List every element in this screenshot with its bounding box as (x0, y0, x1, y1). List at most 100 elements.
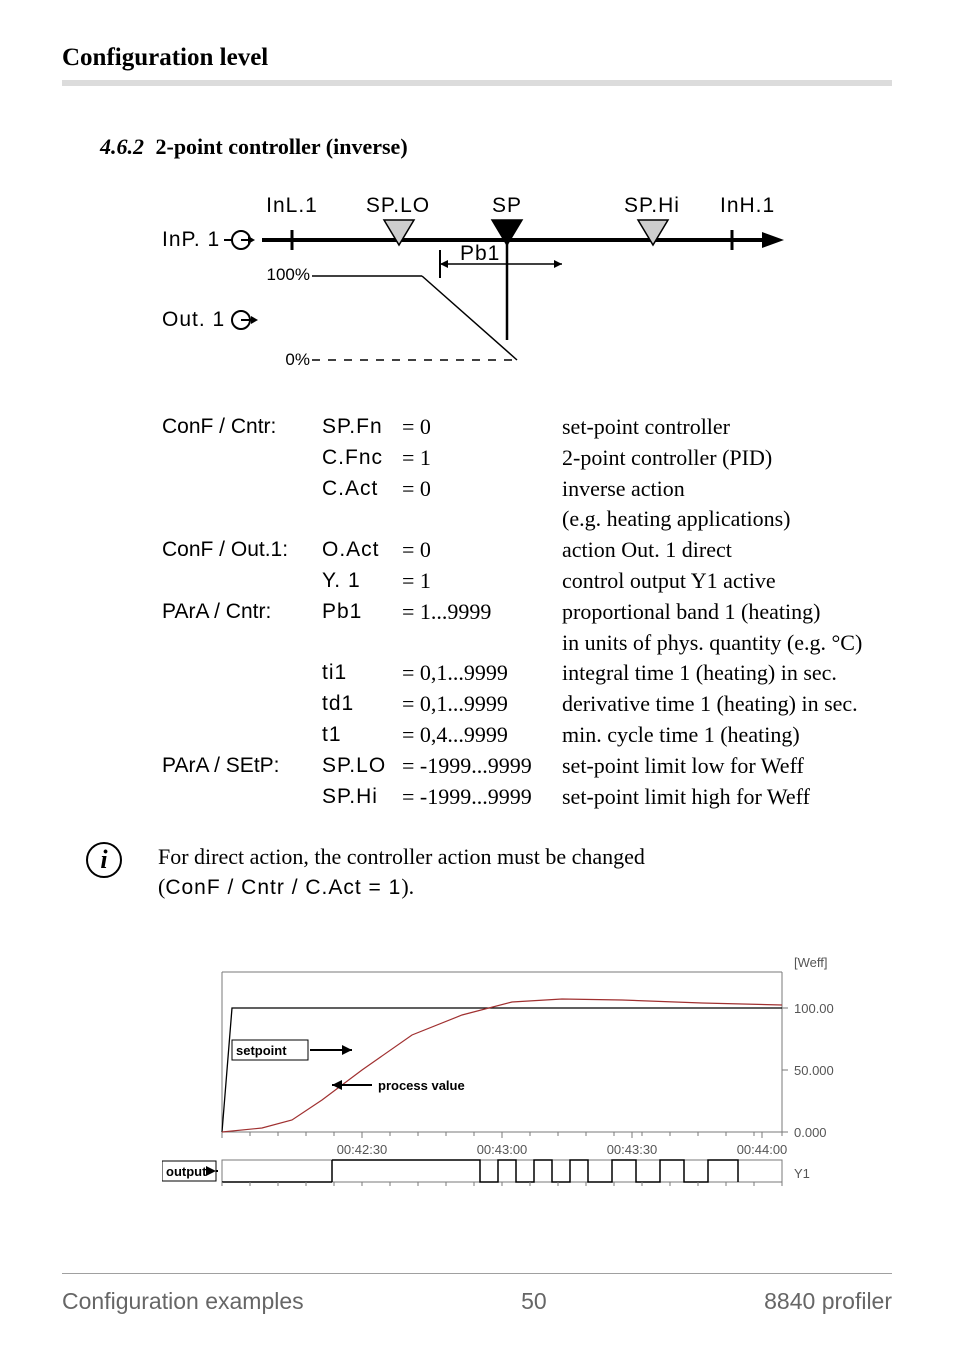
info-note: i For direct action, the controller acti… (86, 842, 892, 902)
page-footer: Configuration examples 50 8840 profiler (62, 1273, 892, 1315)
param-row: t1= 0,4...9999min. cycle time 1 (heating… (162, 720, 892, 751)
param-name: O.Act (322, 535, 402, 566)
param-menu (162, 782, 322, 813)
svg-text:InP. 1: InP. 1 (162, 228, 220, 251)
param-name: SP.Fn (322, 412, 402, 443)
svg-text:00:43:00: 00:43:00 (477, 1142, 528, 1157)
param-value: = 0,4...9999 (402, 720, 562, 751)
controller-diagram: InL.1 SP.LO SP SP.Hi InH.1 InP. 1 (162, 190, 892, 376)
param-row: ti1= 0,1...9999integral time 1 (heating)… (162, 658, 892, 689)
param-name: C.Act (322, 474, 402, 505)
header-rule (62, 80, 892, 86)
param-name: C.Fnc (322, 443, 402, 474)
param-desc: min. cycle time 1 (heating) (562, 720, 882, 751)
param-menu (162, 566, 322, 597)
param-menu: ConF / Cntr: (162, 412, 322, 443)
footer-rule (62, 1273, 892, 1274)
param-value: = 0 (402, 474, 562, 505)
note-line-2-suffix: ). (401, 874, 414, 899)
svg-text:output: output (166, 1164, 207, 1179)
param-desc: control output Y1 active (562, 566, 882, 597)
param-desc: 2-point controller (PID) (562, 443, 882, 474)
param-row: in units of phys. quantity (e.g. °C) (162, 628, 892, 659)
param-menu: PArA / Cntr: (162, 597, 322, 628)
param-name (322, 628, 402, 659)
param-value: = 1 (402, 566, 562, 597)
svg-text:[Weff]: [Weff] (794, 955, 827, 970)
footer-page-number: 50 (521, 1288, 547, 1315)
param-row: C.Act= 0inverse action (162, 474, 892, 505)
param-row: PArA / SEtP:SP.LO= -1999...9999set-point… (162, 751, 892, 782)
svg-text:setpoint: setpoint (236, 1043, 287, 1058)
param-desc: set-point controller (562, 412, 882, 443)
section-text: 2-point controller (inverse) (156, 134, 408, 159)
svg-text:Out. 1: Out. 1 (162, 308, 225, 331)
response-chart: 100.0050.0000.000[Weff]00:42:3000:43:000… (162, 950, 892, 1246)
param-name: Y. 1 (322, 566, 402, 597)
param-row: PArA / Cntr:Pb1= 1...9999proportional ba… (162, 597, 892, 628)
param-value: = -1999...9999 (402, 782, 562, 813)
param-desc: derivative time 1 (heating) in sec. (562, 689, 882, 720)
svg-text:SP.Hi: SP.Hi (624, 194, 680, 217)
param-desc: integral time 1 (heating) in sec. (562, 658, 882, 689)
svg-text:Y1: Y1 (794, 1166, 810, 1181)
param-name: t1 (322, 720, 402, 751)
param-desc: proportional band 1 (heating) (562, 597, 882, 628)
param-name: SP.LO (322, 751, 402, 782)
param-name: SP.Hi (322, 782, 402, 813)
svg-text:100%: 100% (267, 265, 310, 284)
svg-text:00:44:00: 00:44:00 (737, 1142, 788, 1157)
param-desc: set-point limit low for Weff (562, 751, 882, 782)
section-title: 4.6.2 2-point controller (inverse) (100, 134, 892, 160)
param-value: = 1 (402, 443, 562, 474)
param-menu (162, 504, 322, 535)
svg-text:00:42:30: 00:42:30 (337, 1142, 388, 1157)
param-name: ti1 (322, 658, 402, 689)
param-desc: (e.g. heating applications) (562, 504, 882, 535)
param-menu (162, 628, 322, 659)
svg-text:0.000: 0.000 (794, 1125, 827, 1140)
param-value: = 1...9999 (402, 597, 562, 628)
param-row: C.Fnc= 12-point controller (PID) (162, 443, 892, 474)
running-head: Configuration level (62, 44, 892, 72)
svg-text:InL.1: InL.1 (266, 194, 318, 217)
info-icon: i (86, 842, 122, 878)
param-menu (162, 689, 322, 720)
param-name: td1 (322, 689, 402, 720)
svg-text:Pb1: Pb1 (460, 242, 500, 265)
footer-left: Configuration examples (62, 1288, 304, 1315)
param-menu: ConF / Out.1: (162, 535, 322, 566)
svg-text:00:43:30: 00:43:30 (607, 1142, 658, 1157)
param-name (322, 504, 402, 535)
param-value: = 0 (402, 412, 562, 443)
svg-text:process value: process value (378, 1078, 465, 1093)
param-value (402, 628, 562, 659)
param-value: = -1999...9999 (402, 751, 562, 782)
footer-right: 8840 profiler (764, 1288, 892, 1315)
param-row: SP.Hi= -1999...9999set-point limit high … (162, 782, 892, 813)
param-menu (162, 474, 322, 505)
param-desc: inverse action (562, 474, 882, 505)
param-menu (162, 658, 322, 689)
svg-text:SP.LO: SP.LO (366, 194, 430, 217)
svg-text:SP: SP (492, 194, 522, 217)
param-desc: action Out. 1 direct (562, 535, 882, 566)
param-row: td1= 0,1...9999derivative time 1 (heatin… (162, 689, 892, 720)
param-menu (162, 443, 322, 474)
svg-text:0%: 0% (285, 350, 310, 369)
svg-text:50.000: 50.000 (794, 1063, 834, 1078)
param-row: Y. 1= 1control output Y1 active (162, 566, 892, 597)
param-desc: in units of phys. quantity (e.g. °C) (562, 628, 882, 659)
param-value: = 0 (402, 535, 562, 566)
param-menu: PArA / SEtP: (162, 751, 322, 782)
section-number: 4.6.2 (100, 134, 144, 159)
param-menu (162, 720, 322, 751)
note-seg: ConF / Cntr / C.Act = 1 (165, 876, 401, 899)
param-value: = 0,1...9999 (402, 689, 562, 720)
param-row: ConF / Out.1:O.Act= 0action Out. 1 direc… (162, 535, 892, 566)
param-desc: set-point limit high for Weff (562, 782, 882, 813)
svg-text:InH.1: InH.1 (720, 194, 775, 217)
param-name: Pb1 (322, 597, 402, 628)
param-row: ConF / Cntr:SP.Fn= 0set-point controller (162, 412, 892, 443)
note-line-1: For direct action, the controller action… (158, 844, 645, 869)
